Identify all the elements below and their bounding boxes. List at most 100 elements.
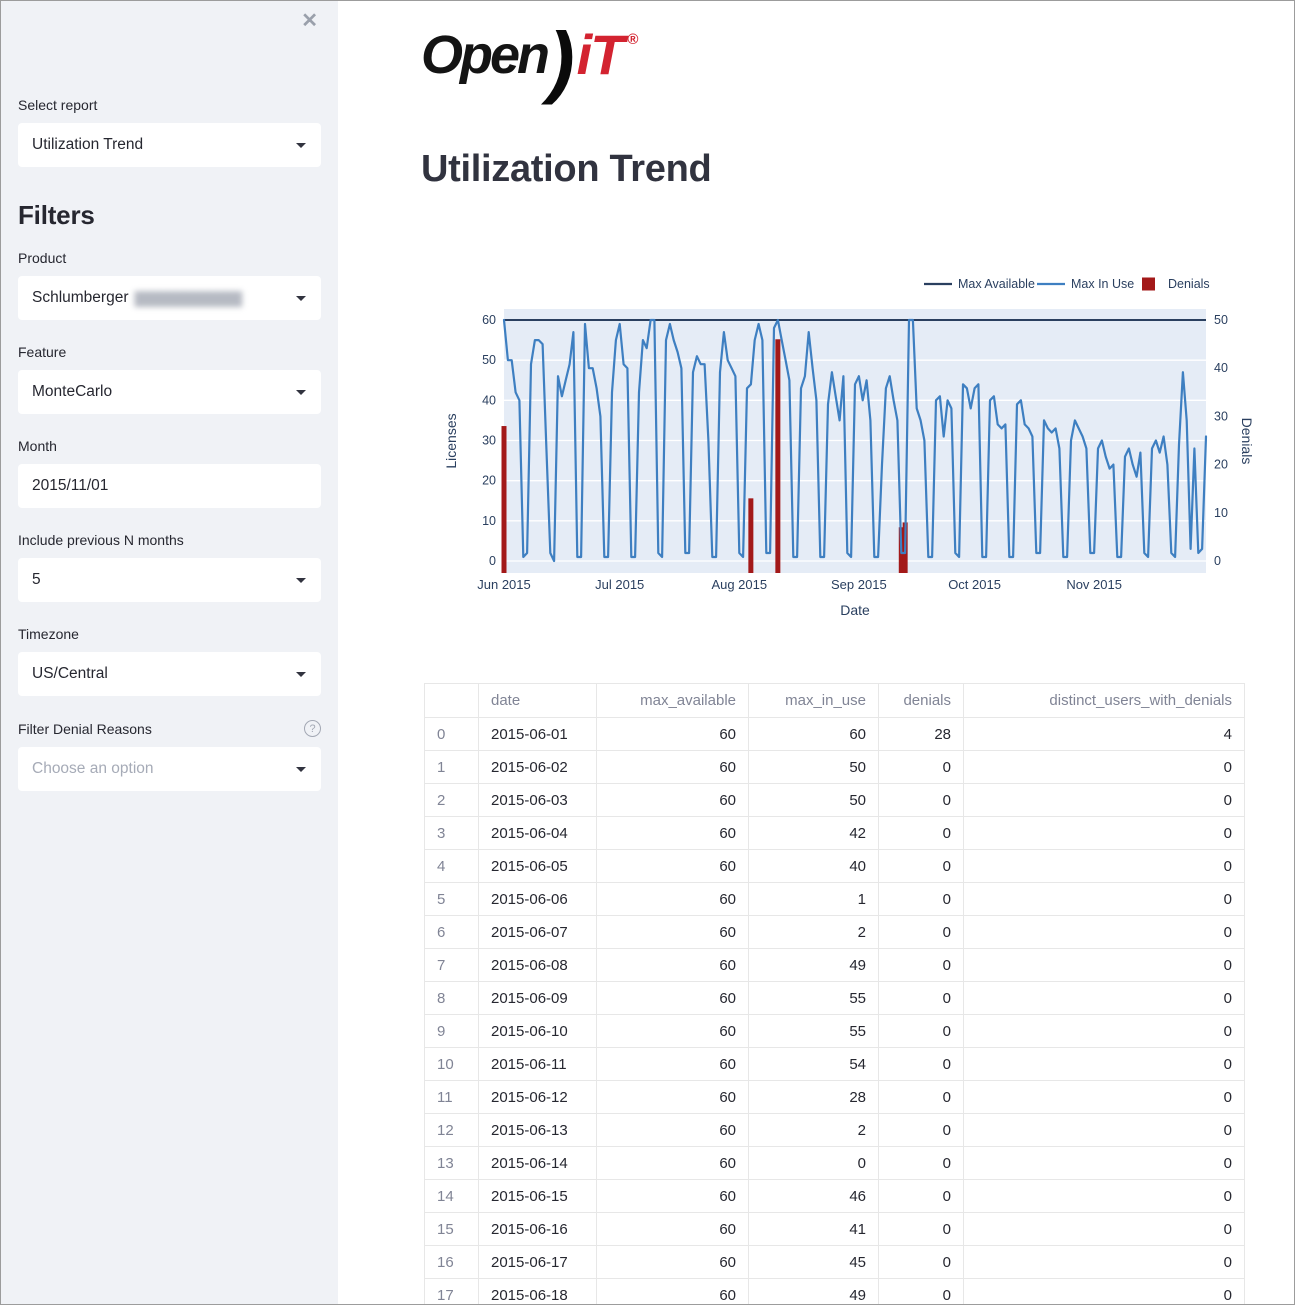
table-cell: 0 [878,1014,964,1048]
month-label: Month [18,438,57,454]
y-axis-right-tick: 20 [1214,458,1228,472]
table-row: 2 2015-06-03 60 50 0 0 [424,783,1245,817]
table-row: 9 2015-06-10 60 55 0 0 [424,1014,1245,1048]
column-header: date [478,683,597,718]
svg-text:Denials: Denials [1168,277,1210,291]
table-cell: 54 [748,1047,879,1081]
table-cell: 0 [878,915,964,949]
table-cell: 60 [748,717,879,751]
table-cell: 2015-06-16 [478,1212,597,1246]
table-cell: 60 [596,1047,749,1081]
table-cell: 0 [878,1179,964,1213]
table-row: 5 2015-06-06 60 1 0 0 [424,882,1245,916]
table-cell: 2015-06-13 [478,1113,597,1147]
column-header: max_in_use [748,683,879,718]
table-row: 1 2015-06-02 60 50 0 0 [424,750,1245,784]
select-report-label: Select report [18,97,98,113]
y-axis-left-title: Licenses [443,413,459,468]
chevron-down-icon [296,296,306,301]
table-cell: 0 [963,981,1245,1015]
legend-item-max-in-use[interactable]: Max In Use [1037,277,1134,291]
product-label: Product [18,250,67,266]
table-cell: 60 [596,981,749,1015]
table-cell: 60 [596,816,749,850]
table-cell: 0 [424,717,479,751]
svg-text:Max In Use: Max In Use [1071,277,1134,291]
table-cell: 2015-06-02 [478,750,597,784]
table-cell: 60 [596,717,749,751]
table-cell: 6 [424,915,479,949]
table-cell: 60 [596,882,749,916]
denial-reasons-placeholder: Choose an option [32,760,154,777]
table-row: 13 2015-06-14 60 0 0 0 [424,1146,1245,1180]
y-axis-right-tick: 10 [1214,506,1228,520]
x-axis-tick: Nov 2015 [1066,577,1122,592]
table-header: date max_available max_in_use denials distin… [424,683,1245,718]
table-cell: 60 [596,915,749,949]
table-cell: 2015-06-01 [478,717,597,751]
y-axis-left-tick: 30 [482,434,496,448]
table-cell: 2015-06-14 [478,1146,597,1180]
table-cell: 8 [424,981,479,1015]
table-cell: 2015-06-12 [478,1080,597,1114]
table-cell: 0 [878,1113,964,1147]
table-cell: 0 [878,783,964,817]
table-row: 15 2015-06-16 60 41 0 0 [424,1212,1245,1246]
table-cell: 45 [748,1245,879,1279]
table-row: 17 2015-06-18 60 49 0 0 [424,1278,1245,1304]
table-cell: 0 [963,783,1245,817]
y-axis-left-tick: 50 [482,353,496,367]
table-cell: 2015-06-17 [478,1245,597,1279]
openit-logo: Open) iT ® [421,15,1294,101]
table-row: 16 2015-06-17 60 45 0 0 [424,1245,1245,1279]
product-dropdown[interactable]: Schlumberger █████████████ [18,276,321,320]
select-report-value: Utilization Trend [32,136,144,153]
table-cell: 9 [424,1014,479,1048]
chart-svg: 0 10 20 30 40 50 60 0 10 20 30 40 50 Jun 2015 Jul 2015… [443,277,1255,618]
max-in-use-line [502,318,1208,563]
feature-dropdown[interactable]: MonteCarlo [18,370,321,414]
table-cell: 2015-06-07 [478,915,597,949]
table-cell: 60 [596,1014,749,1048]
timezone-dropdown[interactable]: US/Central [18,652,321,696]
table-cell: 0 [963,882,1245,916]
n-months-dropdown[interactable]: 5 [18,558,321,602]
legend-item-max-available[interactable]: Max Available [924,277,1035,291]
table-cell: 60 [596,750,749,784]
table-cell: 41 [748,1212,879,1246]
data-table: date max_available max_in_use denials distin… [424,683,1245,1304]
table-cell: 7 [424,948,479,982]
registered-mark-icon: ® [627,31,639,48]
table-cell: 50 [748,750,879,784]
close-icon[interactable]: ✕ [301,10,318,32]
month-input[interactable] [32,464,307,508]
page-title: Utilization Trend [421,148,712,190]
y-axis-right-tick: 30 [1214,409,1228,423]
table-cell: 14 [424,1179,479,1213]
table-cell: 0 [963,816,1245,850]
denial-reasons-multiselect[interactable]: Choose an option [18,747,321,791]
select-report-dropdown[interactable]: Utilization Trend [18,123,321,167]
table-cell: 0 [878,981,964,1015]
table-cell: 2015-06-03 [478,783,597,817]
column-header: max_available [596,683,749,718]
table-cell: 0 [963,948,1245,982]
redacted-text: █████████████ [134,290,243,306]
chevron-down-icon [296,578,306,583]
table-row: 11 2015-06-12 60 28 0 0 [424,1080,1245,1114]
help-icon[interactable]: ? [304,720,321,737]
chevron-down-icon [296,672,306,677]
legend-item-denials[interactable]: Denials [1142,277,1210,291]
table-cell: 16 [424,1245,479,1279]
table-row: 4 2015-06-05 60 40 0 0 [424,849,1245,883]
table-cell: 0 [963,1245,1245,1279]
y-axis-left-tick: 20 [482,474,496,488]
denials-bar [748,498,754,573]
y-axis-left-tick: 60 [482,313,496,327]
table-cell: 2015-06-08 [478,948,597,982]
table-row: 12 2015-06-13 60 2 0 0 [424,1113,1245,1147]
feature-value: MonteCarlo [32,383,113,400]
table-row: 14 2015-06-15 60 46 0 0 [424,1179,1245,1213]
table-cell: 60 [596,1179,749,1213]
